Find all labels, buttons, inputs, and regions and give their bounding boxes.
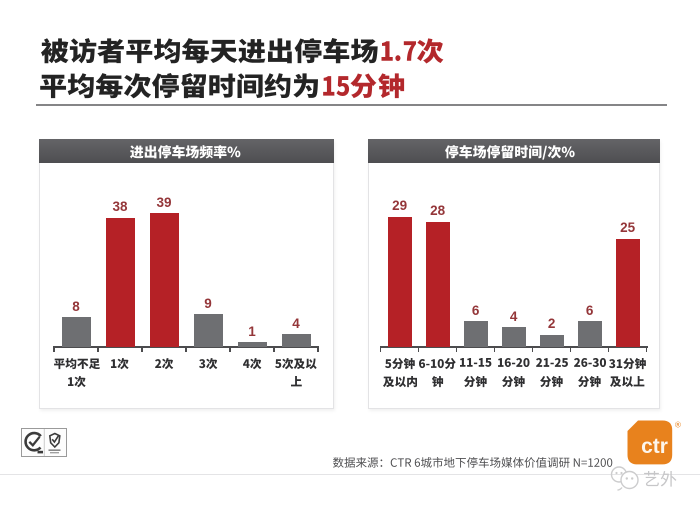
svg-text:®: ® — [675, 420, 681, 429]
svg-text:ctr: ctr — [641, 435, 668, 458]
